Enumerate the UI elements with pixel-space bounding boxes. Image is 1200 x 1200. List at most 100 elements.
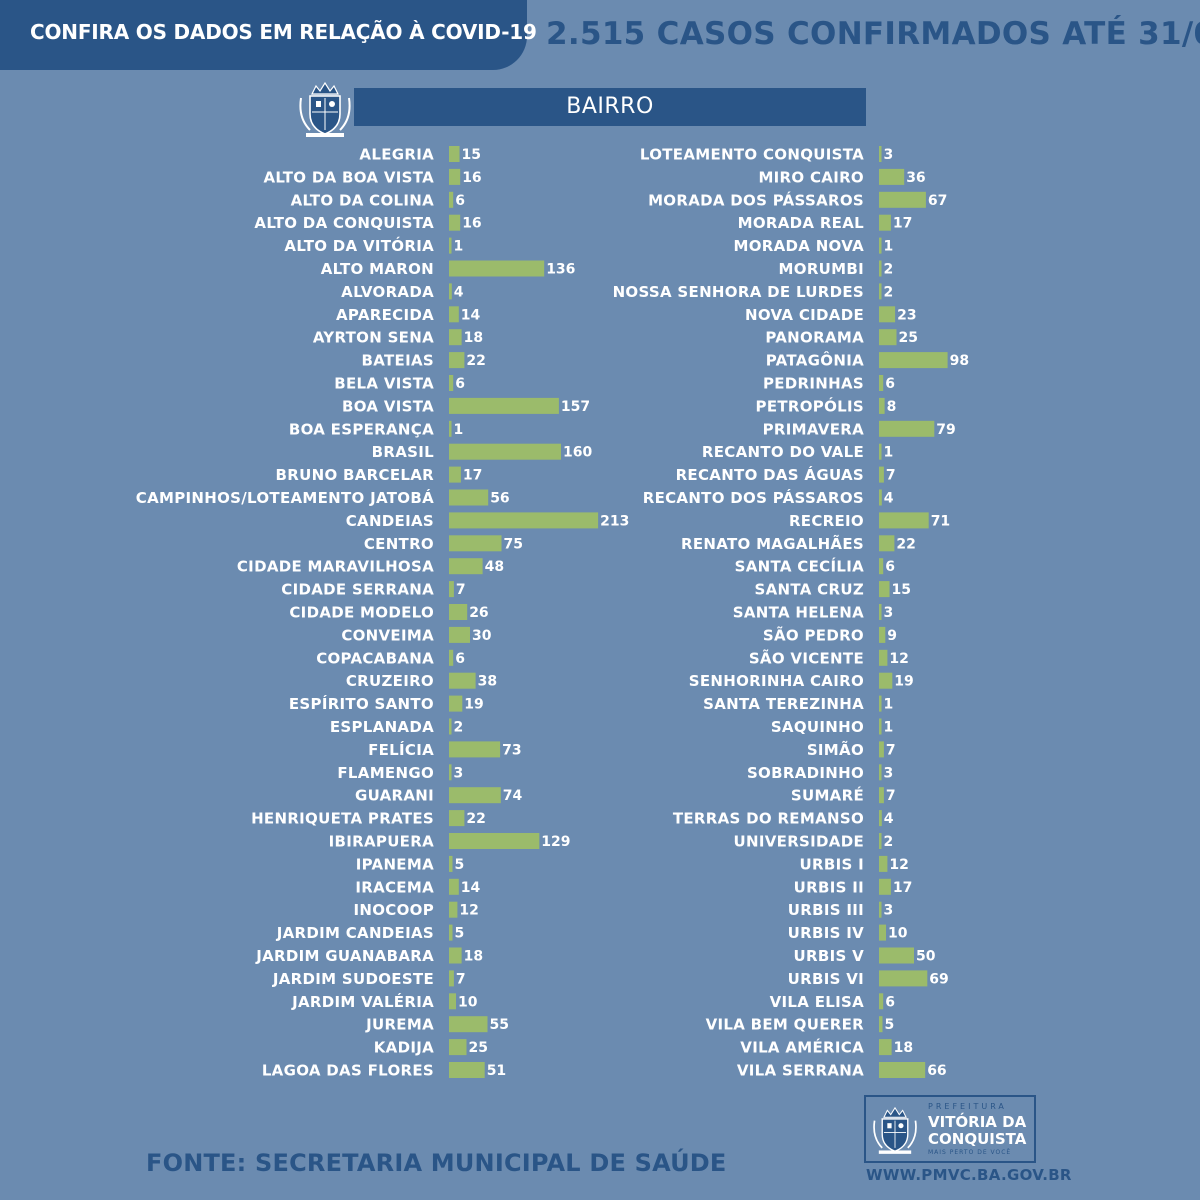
value-label: 1 <box>884 720 894 736</box>
value-label: 1 <box>454 422 464 438</box>
value-label: 8 <box>887 399 897 415</box>
category-label: AYRTON SENA <box>313 329 434 347</box>
bar <box>879 237 882 254</box>
bar <box>449 626 470 643</box>
bar <box>879 466 884 483</box>
value-label: 12 <box>459 903 478 919</box>
category-label: JARDIM VALÉRIA <box>291 992 434 1011</box>
category-label: LOTEAMENTO CONQUISTA <box>640 146 864 164</box>
category-label: ALTO DA VITÓRIA <box>284 236 434 255</box>
bar <box>449 397 559 414</box>
value-label: 71 <box>931 513 950 529</box>
category-label: UNIVERSIDADE <box>734 833 864 851</box>
bar <box>449 214 461 231</box>
banner-text: CONFIRA OS DADOS EM RELAÇÃO À COVID-19 <box>30 20 537 44</box>
category-label: IRACEMA <box>355 878 434 896</box>
value-label: 19 <box>464 697 483 713</box>
category-label: MORADA DOS PÁSSAROS <box>648 190 864 209</box>
value-label: 50 <box>916 949 936 965</box>
category-label: VILA ELISA <box>770 993 864 1011</box>
bar <box>449 993 456 1010</box>
value-label: 3 <box>884 765 894 781</box>
value-label: 75 <box>504 536 523 552</box>
bar <box>449 878 459 895</box>
category-label: CIDADE SERRANA <box>281 581 434 599</box>
value-label: 74 <box>503 788 523 804</box>
value-label: 6 <box>455 376 465 392</box>
value-label: 7 <box>886 742 896 758</box>
bar <box>879 375 884 391</box>
bar <box>449 810 465 827</box>
bar <box>449 146 460 162</box>
category-label: BOA ESPERANÇA <box>289 420 434 438</box>
bar <box>879 1039 892 1056</box>
prefeitura-logo: PREFEITURA VITÓRIA DA CONQUISTA MAIS PER… <box>864 1095 1036 1163</box>
header-banner: CONFIRA OS DADOS EM RELAÇÃO À COVID-19 <box>0 0 537 70</box>
category-label: SANTA CRUZ <box>755 581 864 599</box>
category-label: BOA VISTA <box>342 397 434 415</box>
category-label: JARDIM SUDOESTE <box>272 970 434 988</box>
category-label: SIMÃO <box>807 740 864 759</box>
category-label: CRUZEIRO <box>346 672 434 690</box>
bar <box>879 833 882 849</box>
logo-prefeitura-text: PREFEITURA <box>928 1102 1007 1111</box>
value-label: 4 <box>884 811 894 827</box>
section-header: BAIRRO <box>354 88 866 126</box>
value-label: 136 <box>546 262 575 278</box>
value-label: 2 <box>454 720 464 736</box>
value-label: 22 <box>466 811 485 827</box>
bar <box>879 283 882 300</box>
value-label: 17 <box>463 468 482 484</box>
bar <box>449 260 545 277</box>
category-label: ALEGRIA <box>359 146 434 164</box>
bar <box>449 741 501 758</box>
value-label: 7 <box>886 788 896 804</box>
logo-city-name-line1: VITÓRIA DA <box>928 1113 1027 1131</box>
category-label: NOSSA SENHORA DE LURDES <box>613 283 864 301</box>
bar <box>879 672 893 689</box>
value-label: 10 <box>888 926 908 942</box>
category-label: CIDADE MARAVILHOSA <box>237 558 434 576</box>
bar <box>449 764 452 781</box>
bar <box>449 1039 467 1056</box>
bar <box>449 833 540 849</box>
category-label: BELA VISTA <box>334 375 434 393</box>
value-label: 7 <box>456 971 466 987</box>
bar <box>449 191 454 208</box>
bar <box>449 855 453 872</box>
category-label: MIRO CAIRO <box>758 168 864 186</box>
bar <box>449 924 453 941</box>
category-label: ALVORADA <box>341 283 434 301</box>
value-label: 5 <box>885 1017 895 1033</box>
category-label: ESPLANADA <box>330 718 434 736</box>
value-label: 3 <box>884 605 894 621</box>
category-label: ALTO DA COLINA <box>291 191 435 209</box>
category-label: TERRAS DO REMANSO <box>673 810 864 828</box>
category-label: URBIS III <box>788 901 864 919</box>
category-label: COPACABANA <box>316 649 434 667</box>
bar <box>449 787 501 804</box>
category-label: RECANTO DO VALE <box>702 443 864 461</box>
category-label: CIDADE MODELO <box>289 604 434 622</box>
bar <box>879 970 928 987</box>
value-label: 14 <box>461 880 481 896</box>
category-label: CENTRO <box>364 535 434 553</box>
category-label: ALTO DA CONQUISTA <box>254 214 434 232</box>
bar <box>879 993 884 1010</box>
value-label: 18 <box>464 330 483 346</box>
value-label: 56 <box>490 491 509 507</box>
value-label: 157 <box>561 399 590 415</box>
bar <box>449 375 454 391</box>
value-label: 19 <box>894 674 913 690</box>
category-label: PETROPÓLIS <box>756 396 864 415</box>
bar <box>449 329 462 346</box>
category-label: LAGOA DAS FLORES <box>262 1062 434 1080</box>
category-label: PRIMAVERA <box>763 420 864 438</box>
value-label: 9 <box>887 628 897 644</box>
bar <box>879 604 882 620</box>
bar <box>879 558 884 575</box>
category-label: SÃO VICENTE <box>749 648 864 667</box>
section-title: BAIRRO <box>566 94 654 119</box>
bar <box>879 718 882 735</box>
value-label: 25 <box>899 330 918 346</box>
